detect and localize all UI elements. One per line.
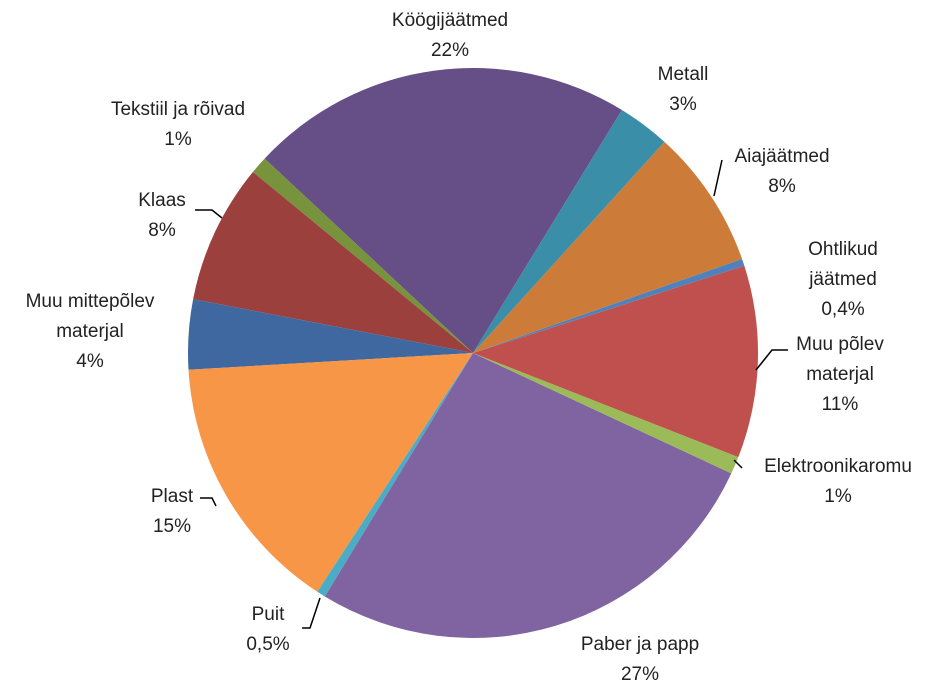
leader-line [200,497,217,507]
pie-slice [317,353,473,597]
value-label: 1% [164,129,192,150]
category-name: Muu põlev materjal [796,334,884,385]
slice-label: Muu mittepõlev materjal 4% [26,287,155,377]
leader-line [713,159,723,197]
category-name: Plast [150,486,194,507]
pie-slice [473,353,739,474]
pie-slice [473,141,743,353]
category-name: Muu mittepõlev materjal [25,291,155,342]
leader-line [302,597,321,629]
category-name: Elektroonikaromu [764,456,912,477]
category-name: Tekstiil ja rõivad [110,99,246,120]
value-label: 3% [669,94,697,115]
pie-slice [188,299,473,370]
pie-slice [473,265,759,458]
pie-slice [473,259,745,353]
value-label: 0,4% [821,299,865,320]
category-name: Ohtlikud jäätmed [808,239,878,290]
slice-label: Elektroonikaromu 1% [764,452,912,512]
category-name: Paber ja papp [580,634,700,655]
slice-label: Metall 3% [658,60,709,120]
category-name: Metall [657,64,709,85]
pie-slice [252,158,473,353]
slice-label: Ohtlikud jäätmed 0,4% [797,235,889,325]
leader-line [733,459,743,469]
category-name: Klaas [138,190,186,211]
value-label: 4% [76,351,104,372]
value-label: 27% [620,664,660,685]
value-label: 11% [821,394,859,415]
value-label: 1% [824,486,852,507]
category-name: Aiajäätmed [734,146,830,167]
pie-slice [264,68,622,354]
slice-label: Klaas 8% [138,186,186,246]
slice-label: Plast 15% [151,482,193,542]
leader-line [195,209,223,219]
pie-slice [324,353,732,639]
slice-label: Tekstiil ja rõivad 1% [111,95,245,155]
pie-slice [473,109,665,353]
slice-label: Puit 0,5% [246,600,289,660]
value-label: 15% [152,516,192,537]
pie-slice [193,171,473,353]
value-label: 8% [148,220,176,241]
value-label: 0,5% [246,634,290,655]
slice-label: Paber ja papp 27% [581,630,699,686]
value-label: 8% [768,176,796,197]
slice-label: Muu põlev materjal 11% [796,330,884,420]
category-name: Köögijäätmed [391,10,509,31]
pie-slice [188,353,473,592]
slice-label: Köögijäätmed 22% [392,6,508,66]
category-name: Puit [251,604,285,625]
slice-label: Aiajäätmed 8% [734,142,829,202]
value-label: 22% [430,40,470,61]
leader-line [755,349,788,371]
